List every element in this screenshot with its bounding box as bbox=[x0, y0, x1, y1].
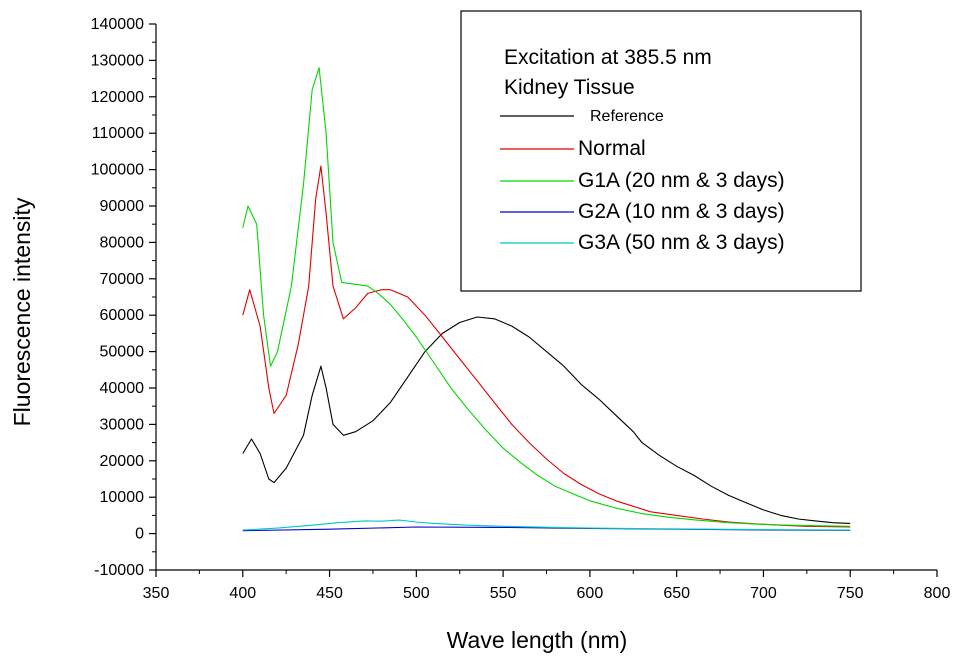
y-tick-label: 90000 bbox=[100, 198, 145, 215]
series-line-g1a bbox=[242, 67, 851, 527]
y-tick-label: 120000 bbox=[91, 89, 144, 106]
legend-label-g3a: G3A (50 nm & 3 days) bbox=[578, 231, 785, 254]
y-tick-label: 70000 bbox=[100, 271, 145, 288]
y-tick-label: 50000 bbox=[100, 344, 145, 361]
series-layer bbox=[242, 67, 851, 532]
x-tick-label: 400 bbox=[229, 585, 256, 602]
x-axis-title: Wave length (nm) bbox=[447, 627, 628, 653]
y-tick-label: 130000 bbox=[91, 52, 144, 69]
y-tick-label: 0 bbox=[135, 526, 144, 543]
legend-box bbox=[460, 10, 862, 292]
x-tick-label: 600 bbox=[577, 585, 604, 602]
y-tick-label: 30000 bbox=[100, 416, 145, 433]
y-axis: -10000 0 10000 20000 30000 40000 50000 60000 700… bbox=[91, 16, 157, 579]
legend-label-g1a: G1A (20 nm & 3 days) bbox=[578, 169, 785, 192]
y-tick-label: 100000 bbox=[91, 162, 144, 179]
y-tick-label: -10000 bbox=[94, 562, 144, 579]
y-axis-title: Fluorescence intensity bbox=[9, 197, 35, 426]
x-axis: 350 400 450 500 550 600 650 700 750 800 bbox=[143, 569, 951, 602]
y-tick-label: 40000 bbox=[100, 380, 145, 397]
y-tick-label: 20000 bbox=[100, 453, 145, 470]
legend: Excitation at 385.5 nm Kidney Tissue Ref… bbox=[460, 10, 862, 292]
y-tick-label: 110000 bbox=[92, 125, 144, 142]
x-tick-label: 750 bbox=[837, 585, 864, 602]
legend-title-line-1: Excitation at 385.5 nm bbox=[504, 46, 712, 69]
legend-label-g2a: G2A (10 nm & 3 days) bbox=[578, 200, 785, 223]
y-tick-label: 80000 bbox=[100, 234, 145, 251]
series-line-reference bbox=[242, 316, 851, 524]
x-tick-label: 500 bbox=[403, 585, 430, 602]
series-line-normal bbox=[242, 165, 851, 528]
y-tick-label: 140000 bbox=[91, 16, 144, 33]
legend-entries: Reference Normal G1A (20 nm & 3 days) G2A (… bbox=[500, 108, 785, 254]
x-tick-label: 450 bbox=[316, 585, 343, 602]
x-tick-label: 350 bbox=[143, 585, 170, 602]
x-tick-label: 650 bbox=[663, 585, 690, 602]
x-tick-label: 800 bbox=[924, 585, 951, 602]
legend-label-reference: Reference bbox=[590, 108, 664, 125]
y-tick-label: 60000 bbox=[100, 307, 145, 324]
series-line-g3a bbox=[242, 519, 851, 531]
y-tick-label: 10000 bbox=[100, 489, 145, 506]
legend-title-line-2: Kidney Tissue bbox=[504, 76, 635, 99]
legend-label-normal: Normal bbox=[578, 137, 646, 160]
x-tick-label: 700 bbox=[750, 585, 777, 602]
x-tick-label: 550 bbox=[490, 585, 517, 602]
